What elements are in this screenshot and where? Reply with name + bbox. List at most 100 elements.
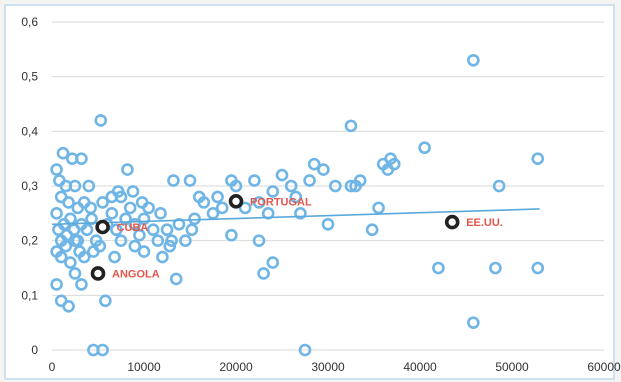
data-point	[75, 152, 88, 165]
data-point	[418, 141, 431, 155]
highlight-point	[95, 219, 110, 235]
data-point	[50, 163, 63, 176]
data-point	[317, 163, 330, 176]
trendline	[51, 208, 540, 226]
data-point	[266, 185, 280, 198]
data-point	[110, 223, 123, 237]
data-point	[64, 256, 77, 269]
data-point	[252, 234, 266, 247]
x-tick-label: 50000	[495, 360, 529, 374]
data-point	[68, 267, 82, 280]
highlight-point	[90, 266, 106, 281]
country-label: EE.UU.	[466, 217, 503, 229]
x-tick-label: 40000	[403, 360, 437, 374]
data-point	[99, 294, 112, 308]
data-point	[353, 174, 367, 187]
data-point	[252, 196, 266, 209]
data-point	[261, 207, 275, 220]
data-point	[531, 152, 545, 165]
country-label: PORTUGAL	[250, 196, 312, 208]
data-point	[156, 250, 169, 264]
data-point	[82, 179, 96, 193]
data-point	[128, 239, 142, 253]
y-tick-label: 0,4	[21, 124, 38, 138]
y-tick-label: 0,6	[21, 15, 38, 29]
data-point	[289, 190, 303, 204]
data-point	[229, 179, 243, 193]
data-point	[50, 278, 63, 291]
y-tick-label: 0	[31, 343, 38, 357]
y-tick-label: 0,3	[21, 179, 38, 193]
data-point	[160, 223, 174, 237]
data-point	[344, 119, 358, 133]
data-point	[284, 179, 298, 193]
data-point	[68, 234, 82, 247]
country-label: CUBA	[117, 222, 149, 234]
data-point	[238, 201, 252, 215]
data-point	[96, 343, 109, 357]
highlight-point	[228, 194, 244, 209]
x-tick-label: 10000	[127, 360, 161, 374]
data-point	[467, 316, 480, 329]
data-point	[294, 207, 307, 220]
data-point	[146, 223, 160, 237]
data-point	[165, 234, 178, 247]
y-tick-label: 0,1	[21, 288, 38, 302]
data-point	[87, 245, 100, 258]
data-point	[266, 256, 280, 269]
data-point	[372, 201, 385, 215]
data-point	[248, 174, 261, 187]
data-point	[365, 223, 379, 237]
y-tick-label: 0,2	[21, 234, 38, 248]
data-point	[307, 157, 321, 171]
data-point	[169, 272, 183, 286]
data-point	[489, 261, 502, 275]
data-point	[344, 179, 358, 193]
data-point	[77, 250, 91, 264]
data-point	[108, 250, 121, 264]
data-point	[126, 185, 140, 198]
data-point	[94, 114, 108, 127]
data-point	[56, 146, 70, 160]
data-point	[183, 174, 197, 187]
data-point	[215, 201, 229, 215]
data-point	[275, 168, 289, 182]
data-point	[257, 267, 270, 280]
data-point	[172, 217, 186, 231]
data-point	[197, 196, 211, 209]
data-point	[137, 245, 151, 258]
data-point	[137, 212, 151, 226]
data-point	[432, 261, 445, 275]
data-point	[50, 207, 63, 220]
data-point	[62, 196, 75, 209]
data-point	[298, 343, 312, 357]
country-label: ANGOLA	[112, 268, 160, 280]
x-tick-label: 20000	[219, 360, 253, 374]
data-point	[303, 174, 316, 187]
data-point	[387, 157, 401, 171]
data-point	[133, 228, 146, 242]
data-point	[185, 223, 199, 237]
x-tick-label: 60000	[587, 360, 621, 374]
data-point	[163, 239, 177, 253]
data-point	[59, 239, 73, 253]
data-point	[62, 299, 75, 313]
data-point	[167, 174, 180, 187]
data-point	[225, 228, 238, 242]
data-point	[105, 207, 119, 220]
data-point	[123, 201, 137, 215]
chart-frame	[4, 4, 615, 380]
data-point	[119, 212, 132, 226]
data-point	[54, 250, 68, 264]
x-tick-label: 0	[49, 360, 56, 374]
x-tick-label: 30000	[311, 360, 345, 374]
data-point	[467, 53, 480, 67]
data-point	[111, 185, 125, 198]
data-point	[329, 179, 342, 193]
highlight-point	[444, 214, 460, 230]
data-point	[80, 223, 94, 237]
y-tick-label: 0,5	[21, 70, 38, 84]
data-point	[492, 179, 506, 193]
data-point	[206, 207, 220, 220]
